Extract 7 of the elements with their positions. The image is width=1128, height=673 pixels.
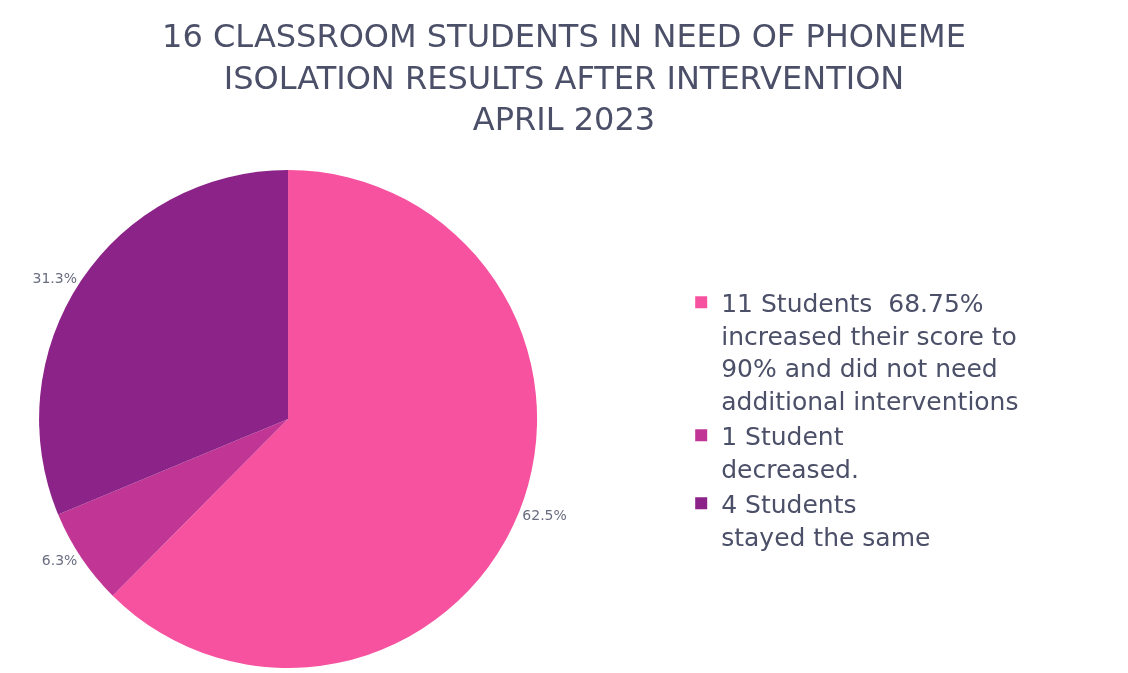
legend-label: 4 Students stayed the same bbox=[721, 490, 931, 552]
legend-label: 11 Students 68.75% increased their score to 90% and did not need additional interventions bbox=[721, 289, 1019, 416]
legend-label: 1 Student decreased. bbox=[721, 422, 859, 484]
data-label: 6.3% bbox=[41, 552, 78, 569]
chart-title: 16 CLASSROOM STUDENTS IN NEED OF PHONEME ISOLATION RESULTS AFTER INTERVENTION APRIL 2023 bbox=[162, 17, 966, 139]
data-label: 62.5% bbox=[522, 507, 567, 523]
data-label: 31.3% bbox=[32, 270, 77, 287]
